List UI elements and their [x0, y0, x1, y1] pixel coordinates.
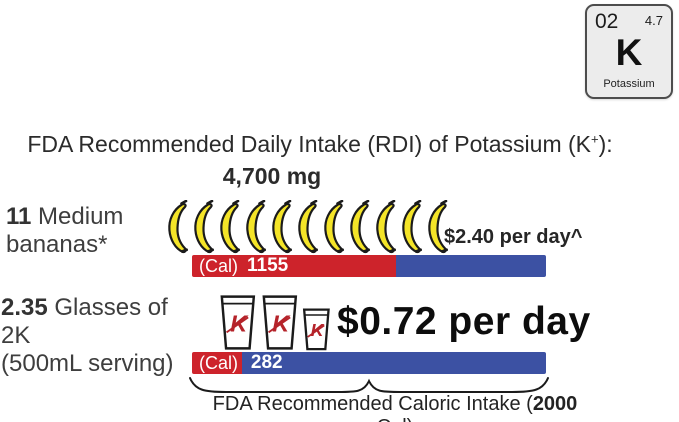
glasses-row-label: 2.35 Glasses of 2K (500mL serving) — [1, 294, 201, 378]
bar-red-segment: (Cal) — [192, 352, 242, 374]
bar-blue-segment: 282 — [241, 352, 546, 374]
glasses-count: 2.35 — [1, 294, 48, 321]
banana-icon — [220, 200, 240, 254]
bananas-count: 11 — [6, 203, 32, 230]
banana-icon — [272, 200, 292, 254]
banana-icon — [350, 200, 370, 254]
k-logo: K — [267, 310, 291, 336]
atomic-mass: 4.7 — [644, 13, 663, 28]
banana-icon — [194, 200, 214, 254]
calorie-bar-glasses: (Cal) 282 — [192, 352, 546, 374]
bananas-row-label: 11 Medium bananas* — [6, 203, 171, 259]
banana-icon — [402, 200, 422, 254]
banana-icon — [376, 200, 396, 254]
k-logo: K — [307, 320, 326, 340]
caption-bold-value: 2000 — [532, 393, 578, 415]
bar-blue-segment — [396, 255, 546, 277]
element-card: 02 4.7 K Potassium — [585, 4, 673, 99]
title-suffix: ): — [598, 131, 613, 157]
atomic-number: 02 — [595, 10, 619, 33]
glass-icon: K — [220, 295, 256, 350]
k-logo: K — [225, 310, 249, 336]
caloric-intake-caption: FDA Recommended Caloric Intake (2000 Cal… — [210, 393, 580, 422]
glasses-label-line2: (500mL serving) — [1, 350, 174, 377]
glasses-label-text: Glasses of 2K — [1, 294, 168, 349]
cal-value: 1155 — [247, 255, 289, 276]
underbrace-icon — [189, 377, 549, 393]
title-superscript: + — [591, 131, 599, 147]
caption-suffix: Cal) — [377, 416, 414, 422]
bar-red-segment: (Cal) 1155 — [192, 255, 397, 277]
element-symbol: K — [615, 32, 643, 73]
page-title: FDA Recommended Daily Intake (RDI) of Po… — [0, 131, 640, 158]
banana-icon — [168, 200, 188, 254]
element-name: Potassium — [603, 78, 655, 90]
cal-label: (Cal) — [199, 352, 238, 373]
caption-prefix: FDA Recommended Caloric Intake ( — [212, 393, 533, 415]
rdi-amount: 4,700 mg — [222, 163, 322, 189]
banana-icon — [246, 200, 266, 254]
title-text: FDA Recommended Daily Intake (RDI) of Po… — [27, 131, 592, 157]
bananas-label-text: Medium bananas* — [6, 203, 124, 258]
banana-icon — [324, 200, 344, 254]
glass-icon-small: K — [303, 308, 331, 351]
glass-icon: K — [262, 295, 297, 350]
bananas-price: $2.40 per day^ — [444, 226, 583, 248]
cal-label: (Cal) — [199, 255, 238, 276]
glass-icons: K K K — [219, 291, 331, 352]
banana-icons — [166, 198, 452, 254]
banana-icon — [298, 200, 318, 254]
banana-icon — [428, 200, 448, 254]
calorie-bar-bananas: (Cal) 1155 — [192, 255, 546, 277]
glasses-price: $0.72 per day — [337, 300, 591, 343]
cal-value: 282 — [250, 352, 283, 373]
